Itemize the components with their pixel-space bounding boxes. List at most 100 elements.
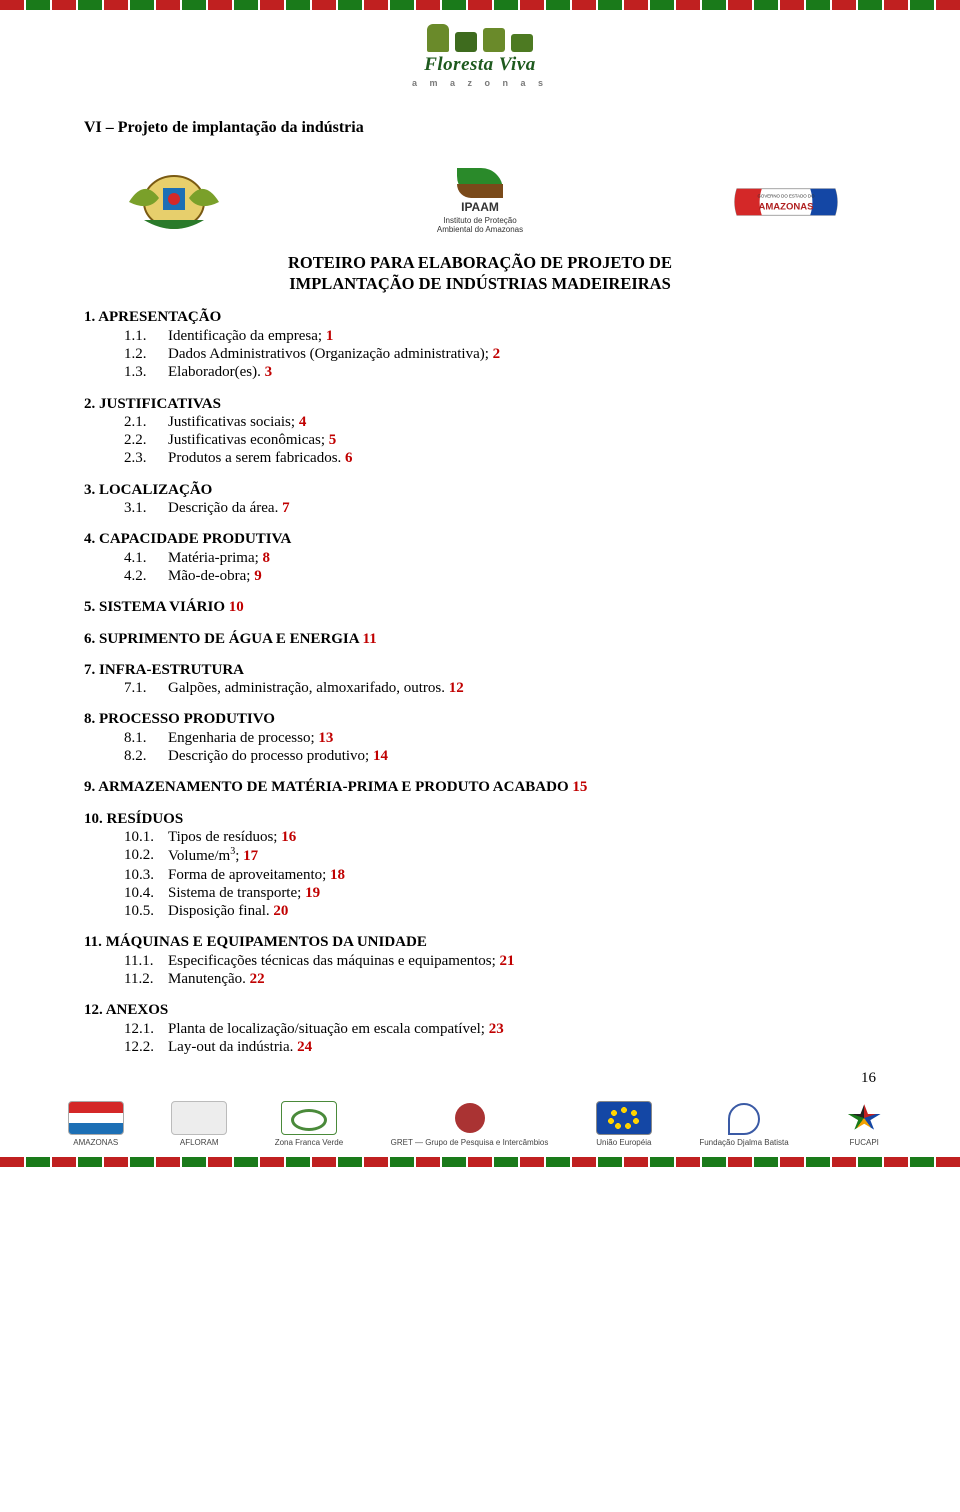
outline-heading: 9. ARMAZENAMENTO DE MATÉRIA-PRIMA E PROD… [84,778,876,796]
outline-label: Volume/m3; [168,848,243,864]
outline-item: 2.2. Justificativas econômicas; 5 [84,431,876,449]
outline-number: 2.3. [124,449,168,467]
outline-label: Descrição da área. [168,500,282,516]
footer-logo: União Européia [596,1101,652,1147]
outline-item: 10.5. Disposição final. 20 [84,902,876,920]
outline-ref-number: 13 [318,730,333,746]
outline-ref-number: 8 [263,550,271,566]
outline-ref-number: 14 [373,748,388,764]
outline-ref-number: 15 [572,779,587,795]
outline-item: 11.2. Manutenção. 22 [84,970,876,988]
outline-list: 1. APRESENTAÇÃO 1.1. Identificação da em… [84,308,876,1056]
outline-label: Sistema de transporte; [168,885,305,901]
outline-ref-number: 4 [299,414,307,430]
outline-ref-number: 16 [281,829,296,845]
outline-item: 3.1. Descrição da área. 7 [84,499,876,517]
footer-logo: FUCAPI [836,1101,892,1147]
outline-number: 10. [84,811,107,827]
outline-label: SUPRIMENTO DE ÁGUA E ENERGIA [99,631,363,647]
outline-label: MÁQUINAS E EQUIPAMENTOS DA UNIDADE [106,934,427,950]
outline-label: LOCALIZAÇÃO [99,482,212,498]
outline-label: SISTEMA VIÁRIO [99,599,229,615]
outline-label: PROCESSO PRODUTIVO [99,711,275,727]
outline-ref-number: 18 [330,867,345,883]
outline-number: 10.1. [124,828,168,846]
outline-number: 1.3. [124,363,168,381]
outline-heading: 7. INFRA-ESTRUTURA [84,661,876,679]
outline-label: Planta de localização/situação em escala… [168,1021,489,1037]
outline-number: 11. [84,934,106,950]
footer-logo: AFLORAM [171,1101,227,1147]
outline-label: ANEXOS [106,1002,169,1018]
outline-number: 10.4. [124,884,168,902]
outline-item: 1.2. Dados Administrativos (Organização … [84,345,876,363]
outline-label: Justificativas econômicas; [168,432,329,448]
outline-number: 9. [84,779,98,795]
outline-number: 4.1. [124,549,168,567]
outline-heading: 5. SISTEMA VIÁRIO 10 [84,598,876,616]
outline-label: Matéria-prima; [168,550,263,566]
outline-label: Identificação da empresa; [168,328,326,344]
outline-number: 8. [84,711,99,727]
outline-label: Descrição do processo produtivo; [168,748,373,764]
outline-number: 6. [84,631,99,647]
outline-item: 4.1. Matéria-prima; 8 [84,549,876,567]
svg-text:GOVERNO DO ESTADO DO: GOVERNO DO ESTADO DO [757,193,815,198]
outline-number: 4.2. [124,567,168,585]
header-logo: Floresta Viva a m a z o n a s [0,10,960,98]
outline-number: 3. [84,482,99,498]
outline-item: 4.2. Mão-de-obra; 9 [84,567,876,585]
outline-number: 4. [84,531,99,547]
outline-label: Lay-out da indústria. [168,1039,297,1055]
outline-label: Mão-de-obra; [168,568,254,584]
outline-number: 8.1. [124,729,168,747]
footer-logo-strip: AMAZONAS AFLORAM Zona Franca Verde GRET … [0,1087,960,1157]
outline-number: 7. [84,662,99,678]
outline-item: 10.4. Sistema de transporte; 19 [84,884,876,902]
outline-heading: 12. ANEXOS [84,1001,876,1019]
outline-heading: 1. APRESENTAÇÃO [84,308,876,326]
outline-ref-number: 21 [500,953,515,969]
outline-ref-number: 7 [282,500,290,516]
outline-number: 1.1. [124,327,168,345]
outline-label: Tipos de resíduos; [168,829,281,845]
outline-number: 5. [84,599,99,615]
outline-label: Especificações técnicas das máquinas e e… [168,953,500,969]
outline-ref-number: 2 [493,346,501,362]
outline-ref-number: 24 [297,1039,312,1055]
outline-heading: 3. LOCALIZAÇÃO [84,481,876,499]
outline-number: 2.2. [124,431,168,449]
outline-number: 8.2. [124,747,168,765]
crest-left [114,162,234,242]
outline-number: 12. [84,1002,106,1018]
document-title: ROTEIRO PARA ELABORAÇÃO DE PROJETO DE IM… [200,252,760,295]
outline-ref-number: 11 [363,631,377,647]
outline-label: JUSTIFICATIVAS [99,396,221,412]
outline-ref-number: 20 [273,903,288,919]
outline-number: 12.1. [124,1020,168,1038]
outline-item: 1.1. Identificação da empresa; 1 [84,327,876,345]
top-stripe [0,0,960,10]
outline-item: 12.1. Planta de localização/situação em … [84,1020,876,1038]
outline-number: 2.1. [124,413,168,431]
outline-label: INFRA-ESTRUTURA [99,662,244,678]
outline-label: Forma de aproveitamento; [168,867,330,883]
outline-ref-number: 3 [265,364,273,380]
outline-number: 12.2. [124,1038,168,1056]
partner-crests: IPAAM Instituto de Proteção Ambiental do… [84,158,876,252]
section-lead: VI – Projeto de implantação da indústria [84,118,876,138]
outline-number: 11.2. [124,970,168,988]
outline-number: 7.1. [124,679,168,697]
svg-text:AMAZONAS: AMAZONAS [759,201,814,212]
outline-label: Elaborador(es). [168,364,265,380]
outline-ref-number: 6 [345,450,353,466]
outline-label: Produtos a serem fabricados. [168,450,345,466]
outline-label: Disposição final. [168,903,273,919]
footer-logo: Fundação Djalma Batista [699,1101,788,1147]
logo-icon [427,24,533,52]
outline-heading: 6. SUPRIMENTO DE ÁGUA E ENERGIA 11 [84,630,876,648]
outline-ref-number: 17 [243,848,258,864]
crest-right: GOVERNO DO ESTADO DO AMAZONAS [726,162,846,242]
outline-heading: 2. JUSTIFICATIVAS [84,395,876,413]
outline-ref-number: 12 [449,680,464,696]
